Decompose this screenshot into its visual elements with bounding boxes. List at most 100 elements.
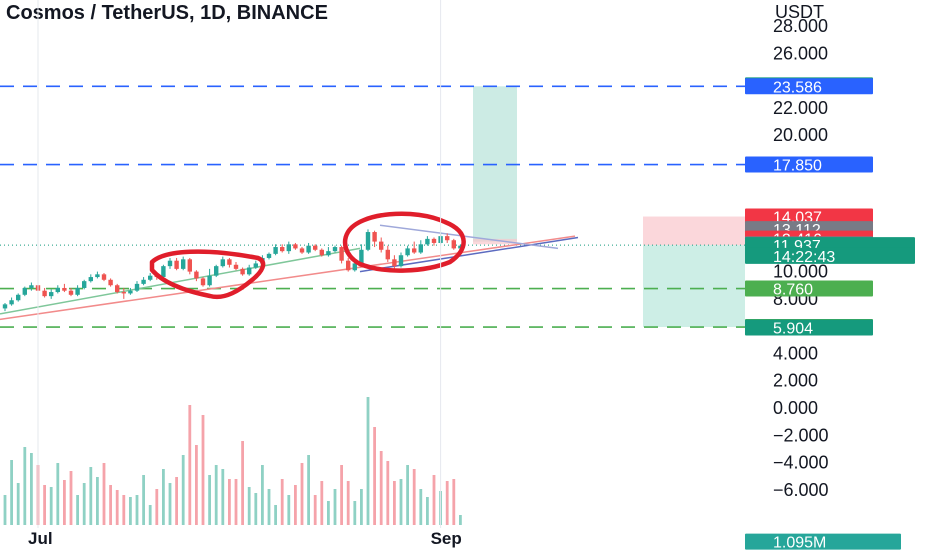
candle — [62, 283, 67, 293]
price-badges: 23.65423.58617.85014.03713.11212.41612.0… — [745, 77, 915, 550]
candle-body — [167, 260, 173, 267]
price-badge-label: 17.850 — [773, 158, 822, 175]
candle-body — [319, 249, 324, 256]
candle — [29, 282, 34, 291]
candle-body — [418, 244, 423, 253]
price-badge: 23.586 — [745, 78, 873, 96]
candle — [220, 256, 225, 268]
candle — [2, 302, 8, 312]
candle-body — [16, 294, 21, 301]
volume-bar — [10, 460, 13, 525]
price-badge-bg — [745, 156, 873, 173]
candle-body — [266, 253, 272, 258]
candle — [319, 248, 324, 257]
candle — [332, 245, 338, 253]
price-axis-tick: 28.000 — [773, 16, 828, 36]
price-badge: 8.760 — [745, 280, 873, 299]
candle-body — [95, 274, 100, 278]
candle-body — [9, 300, 14, 305]
candle-body — [339, 247, 344, 261]
candle — [49, 289, 54, 299]
volume-bar — [254, 493, 258, 525]
price-axis-tick: −4.000 — [773, 453, 829, 473]
candle-body — [134, 283, 140, 291]
candle-body — [240, 268, 245, 275]
volume-bar — [96, 477, 99, 525]
candle-body — [55, 287, 60, 293]
volume-bar — [313, 495, 317, 525]
candle-body — [68, 290, 74, 295]
candle — [253, 260, 258, 269]
volume-bar — [208, 475, 211, 525]
candle-body — [115, 285, 120, 293]
volume-bar — [109, 485, 112, 525]
candle-body — [332, 247, 338, 252]
candle — [425, 236, 430, 246]
red-circle-drawing — [149, 249, 266, 300]
candle-body — [207, 275, 212, 286]
candle — [207, 268, 212, 287]
price-badge-bg — [745, 247, 915, 264]
candle-body — [372, 232, 377, 242]
volume-bar — [393, 481, 396, 525]
volume-bar — [287, 495, 291, 525]
candle-body — [227, 259, 232, 265]
candle — [174, 257, 179, 271]
candle — [200, 277, 206, 287]
volume-bar — [3, 495, 7, 525]
volume-bar — [294, 485, 297, 525]
candle-body — [365, 232, 371, 250]
candle — [266, 252, 272, 260]
candle-body — [313, 245, 318, 250]
candle — [167, 257, 173, 269]
time-axis-tick: Sep — [431, 529, 462, 548]
volume-bar — [406, 465, 409, 525]
candle — [326, 247, 331, 257]
candle — [299, 247, 305, 254]
volume-bar — [373, 427, 376, 525]
candle-body — [181, 259, 186, 269]
candle-body — [458, 245, 463, 249]
volume-bar — [234, 479, 238, 525]
price-badge: 14:22:43 — [745, 247, 915, 266]
price-badge-label: 8.760 — [773, 282, 813, 299]
short-target-zone — [643, 245, 745, 328]
candle — [9, 297, 14, 306]
price-badge-bg — [745, 533, 901, 550]
volume-bar — [168, 483, 172, 525]
candle — [82, 279, 87, 290]
volume-bar — [195, 445, 198, 525]
candle-body — [148, 275, 153, 280]
price-axis-tick: 2.000 — [773, 371, 818, 391]
volume-bar — [399, 479, 403, 525]
volume-bar — [353, 501, 357, 525]
candle — [95, 271, 100, 279]
candle — [247, 264, 252, 276]
price-badge: 17.850 — [745, 156, 873, 175]
candle-body — [62, 287, 67, 291]
candle — [214, 264, 219, 278]
candle-body — [128, 290, 133, 294]
candle — [398, 252, 404, 268]
candle — [161, 264, 166, 279]
candle-body — [398, 255, 404, 267]
price-badge-label: 14:22:43 — [773, 249, 835, 266]
horizontal-levels — [0, 85, 745, 328]
price-axis-tick: 4.000 — [773, 343, 818, 363]
candle — [134, 281, 140, 293]
candle-body — [346, 260, 351, 271]
volume-bar — [432, 475, 436, 525]
candle-body — [293, 244, 298, 249]
price-badge-bg — [745, 78, 873, 95]
candle-body — [200, 278, 206, 286]
volume-bar — [327, 501, 330, 525]
candle-body — [412, 248, 417, 253]
volume-bar — [135, 495, 139, 525]
candle — [431, 237, 437, 246]
candle — [75, 285, 80, 297]
price-axis-tick: −2.000 — [773, 425, 829, 445]
volume-bar — [360, 489, 363, 525]
candle-body — [286, 244, 291, 252]
candle-body — [392, 259, 397, 267]
